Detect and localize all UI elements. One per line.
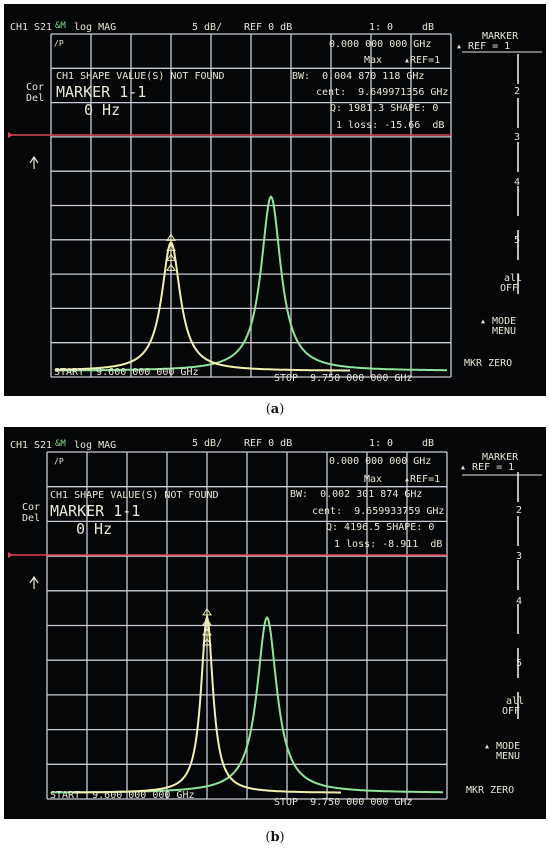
loss-readout: 1 loss: -8.911 dB (334, 539, 443, 550)
marker-triangle-icon (202, 607, 212, 616)
softkey-num-4[interactable]: 4 (514, 177, 521, 188)
softkey-num-2[interactable]: 2 (516, 505, 523, 516)
max-label: Max (364, 55, 383, 66)
softkey-num-2[interactable]: 2 (514, 86, 521, 97)
ref-level-label: REF 0 dB (244, 438, 293, 449)
param-flag: &M (55, 21, 66, 31)
softkey-num-4[interactable]: 4 (516, 596, 523, 607)
vna-screen-a: CH1 S21 &M log MAG 5 dB/ REF 0 dB 1: 0 d… (4, 4, 546, 396)
del-label: Del (26, 93, 45, 104)
scale-label: 5 dB/ (192, 438, 223, 449)
marker-triangle-icon (166, 233, 176, 241)
up-arrow-icon (29, 575, 39, 589)
max-label: Max (364, 474, 383, 485)
q-readout: Q: 4196.5 SHAPE: 0 (326, 522, 435, 533)
scale-label: 5 dB/ (192, 22, 223, 33)
softkey-mode[interactable]: ▴ MODE (484, 741, 521, 752)
cor-label: Cor (26, 82, 45, 93)
marker-index-label: 1: 0 (369, 438, 394, 449)
shape-message: CH1 SHAPE VALUE(S) NOT FOUND (50, 490, 219, 501)
loss-readout: 1 loss: -15.66 dB (336, 120, 445, 131)
softkey-mkr-zero[interactable]: MKR ZERO (466, 785, 515, 796)
softkey-mkr-zero[interactable]: MKR ZERO (464, 358, 513, 369)
p-marker: /P (54, 457, 64, 466)
softkey-num-3[interactable]: 3 (516, 551, 523, 562)
param-label: S21 (34, 440, 53, 451)
format-label: log MAG (74, 22, 117, 33)
marker-frequency: 0.000 000 000 GHz (329, 39, 432, 50)
stop-frequency: STOP 9.750 000 000 GHz (274, 373, 413, 384)
bw-readout: BW: 0.004 870 118 GHz (292, 71, 425, 82)
reference-pointer-icon (8, 132, 13, 138)
softkey-mode[interactable]: ▴ MODE (480, 316, 517, 327)
marker-value: 0 Hz (76, 520, 113, 538)
channel-label: CH1 (10, 440, 29, 451)
softkey-all[interactable]: all (504, 273, 523, 284)
marker-triangle-icon (166, 263, 176, 271)
q-readout: Q: 1981.3 SHAPE: 0 (330, 103, 439, 114)
marker-label: MARKER 1-1 (56, 83, 147, 101)
format-label: log MAG (74, 440, 117, 451)
softkey-menu[interactable]: MENU (492, 326, 517, 337)
ref-flag: ▴REF=1 (404, 474, 441, 485)
softkey-num-5[interactable]: 5 (514, 235, 521, 246)
softkey-menu[interactable]: MENU (496, 751, 521, 762)
caption-b: (b) (265, 830, 285, 845)
softkey-off[interactable]: OFF (502, 706, 521, 717)
del-label: Del (22, 513, 41, 524)
shape-message: CH1 SHAPE VALUE(S) NOT FOUND (56, 71, 225, 82)
marker-value: 0 Hz (84, 101, 121, 119)
trace-yellow (55, 240, 350, 372)
softkey-num-5[interactable]: 5 (516, 658, 523, 669)
param-label: S21 (34, 22, 53, 33)
unit-label: dB (422, 438, 435, 449)
marker-frequency: 0.000 000 000 GHz (329, 456, 432, 467)
unit-label: dB (422, 22, 435, 33)
vna-plot-a (8, 33, 542, 378)
softkey-marker[interactable]: MARKER (482, 452, 519, 463)
softkey-all[interactable]: all (506, 696, 525, 707)
start-frequency: START 9.600 000 000 GHz (50, 790, 195, 801)
marker-triangle-icon (202, 617, 212, 626)
softkey-ref[interactable]: ▴ REF = 1 (456, 41, 511, 52)
softkey-off[interactable]: OFF (500, 283, 519, 294)
stop-frequency: STOP 9.750 000 000 GHz (274, 797, 413, 808)
param-flag: &M (55, 439, 66, 449)
softkey-num-3[interactable]: 3 (514, 132, 521, 143)
ref-flag: ▴REF=1 (404, 55, 441, 66)
vna-plot-b (8, 451, 542, 800)
reference-pointer-icon (8, 552, 13, 558)
up-arrow-icon (29, 155, 39, 169)
vna-screen-b: CH1 S21 &M log MAG 5 dB/ REF 0 dB 1: 0 d… (4, 427, 546, 819)
marker-label: MARKER 1-1 (50, 502, 141, 520)
marker-index-label: 1: 0 (369, 22, 394, 33)
softkey-ref[interactable]: ▴ REF = 1 (460, 462, 515, 473)
marker-triangle-icon (202, 627, 212, 636)
bw-readout: BW: 0.002 301 874 GHz (290, 489, 423, 500)
cor-label: Cor (22, 502, 41, 513)
marker-triangle-icon (202, 637, 212, 646)
ref-level-label: REF 0 dB (244, 22, 293, 33)
marker-triangle-icon (166, 253, 176, 261)
p-marker: /P (54, 39, 64, 48)
center-readout: cent: 9.659933759 GHz (312, 506, 445, 517)
softkey-marker[interactable]: MARKER (482, 31, 519, 42)
center-readout: cent: 9.649971356 GHz (316, 87, 449, 98)
start-frequency: START 9.600 000 000 GHz (54, 367, 199, 378)
marker-triangle-icon (166, 243, 176, 251)
channel-label: CH1 (10, 22, 29, 33)
caption-a: (a) (265, 402, 285, 417)
trace-yellow (73, 613, 341, 794)
trace-green (55, 195, 447, 372)
